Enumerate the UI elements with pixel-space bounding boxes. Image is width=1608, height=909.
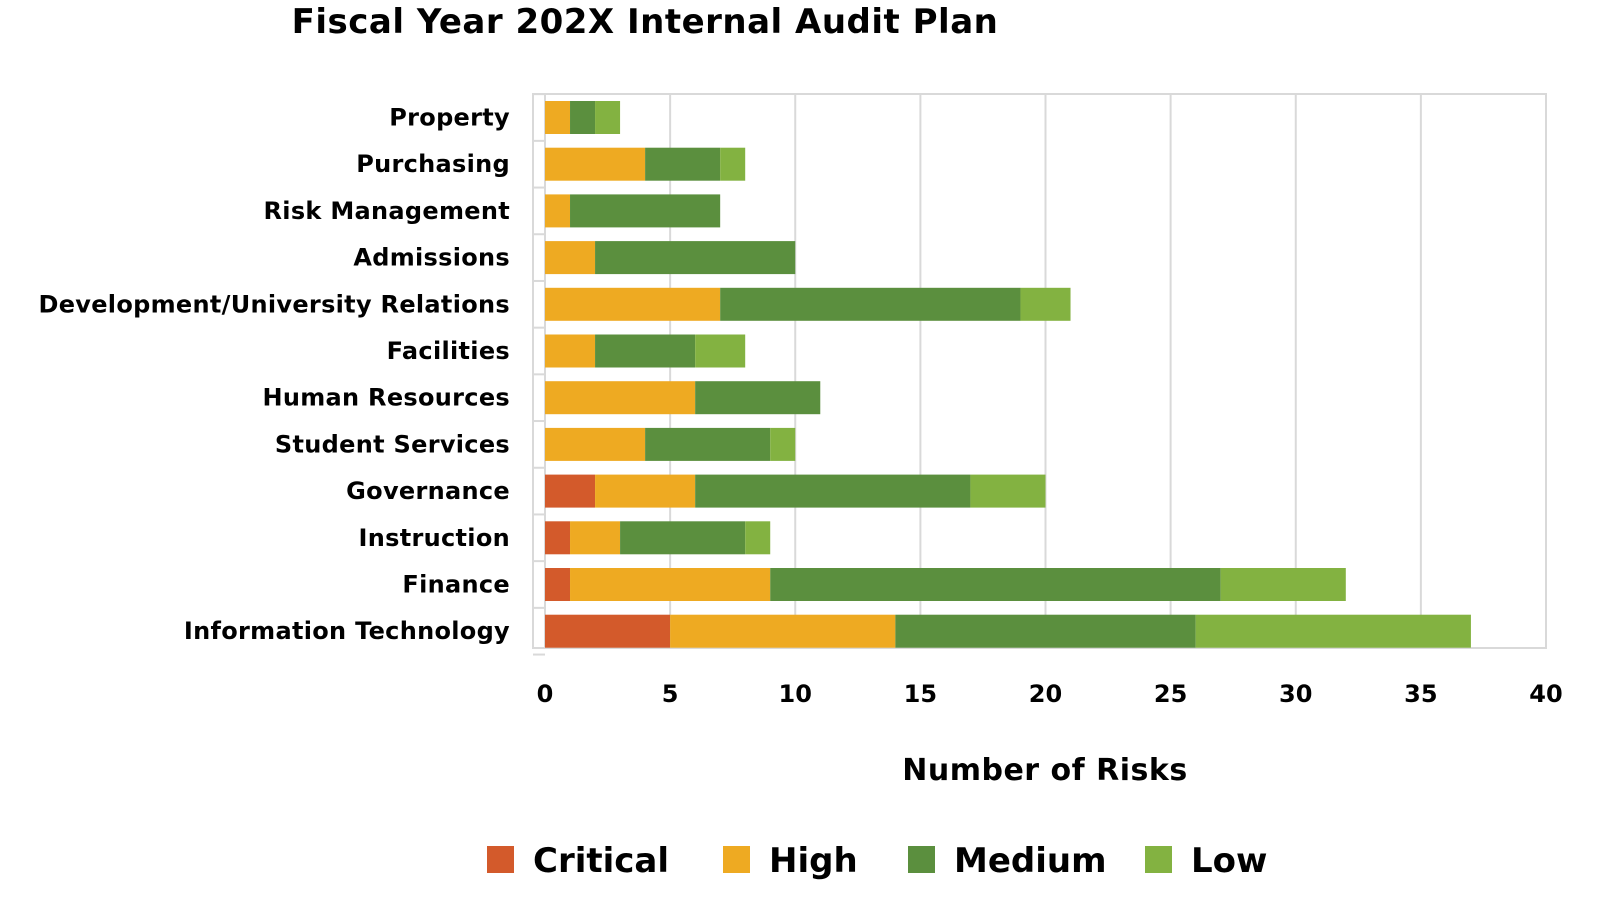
bar-segment-high [545,334,596,368]
category-label: Instruction [359,524,511,552]
bar-segment-critical [545,568,571,601]
legend-swatch-low [1145,846,1172,873]
category-label: Development/University Relations [38,290,510,318]
bar-segment-high [595,474,696,508]
legend-swatch-critical [487,846,514,873]
bar-segment-high [545,194,571,228]
bar-segment-high [570,568,771,601]
bar-segment-critical [545,474,596,508]
x-tick-label: 0 [537,680,554,708]
bar-segment-low [745,521,771,555]
bar-segment-low [1020,287,1071,321]
bar-segment-medium [570,101,596,134]
x-axis-title: Number of Risks [902,753,1187,788]
x-tick-label: 15 [904,680,937,708]
x-tick-label: 25 [1154,680,1187,708]
bar-segment-critical [545,614,671,648]
bar-segment-low [695,334,746,368]
x-tick-label: 20 [1029,680,1062,708]
legend-swatch-high [723,846,750,873]
bar-segment-high [545,287,721,321]
category-label: Finance [402,571,510,599]
x-tick-label: 35 [1404,680,1437,708]
category-label: Risk Management [264,197,510,225]
bar-segment-medium [595,241,796,275]
bar-segment-high [545,381,696,415]
bar-segment-low [770,427,796,461]
legend-label-low: Low [1191,841,1267,881]
category-label: Student Services [275,430,510,458]
bar-segment-high [570,521,621,555]
bar-segment-medium [695,474,971,508]
x-tick-label: 30 [1279,680,1312,708]
bar-segment-high [545,241,596,275]
bar-segment-low [1195,614,1471,648]
x-tick-label: 40 [1529,680,1562,708]
bar-segment-medium [595,334,696,368]
legend-label-critical: Critical [533,841,669,881]
x-tick-label: 5 [662,680,679,708]
legend-label-medium: Medium [954,841,1107,881]
bar-segment-medium [770,568,1221,601]
bar-segment-high [545,101,571,134]
x-tick-label: 10 [779,680,812,708]
bar-segment-low [720,147,746,181]
category-label: Property [389,104,510,132]
bar-segment-medium [895,614,1196,648]
bar-segment-medium [695,381,821,415]
category-label: Admissions [353,244,510,272]
legend-swatch-medium [908,846,935,873]
legend-label-high: High [769,841,858,881]
bar-segment-medium [570,194,721,228]
bar-segment-high [670,614,896,648]
category-label: Information Technology [184,617,510,645]
category-label: Purchasing [356,150,510,178]
bar-segment-medium [645,427,771,461]
bar-segment-low [1220,568,1346,601]
bar-segment-medium [720,287,1021,321]
bar-segment-high [545,147,646,181]
category-label: Human Resources [262,384,510,412]
bar-segment-low [595,101,621,134]
category-label: Facilities [387,337,510,365]
bar-segment-low [970,474,1046,508]
category-label: Governance [346,477,510,505]
bar-segment-medium [645,147,721,181]
plot-frame [532,93,1547,649]
bar-segment-medium [620,521,746,555]
bar-segment-high [545,427,646,461]
bar-segment-critical [545,521,571,555]
chart-title: Fiscal Year 202X Internal Audit Plan [291,2,999,42]
